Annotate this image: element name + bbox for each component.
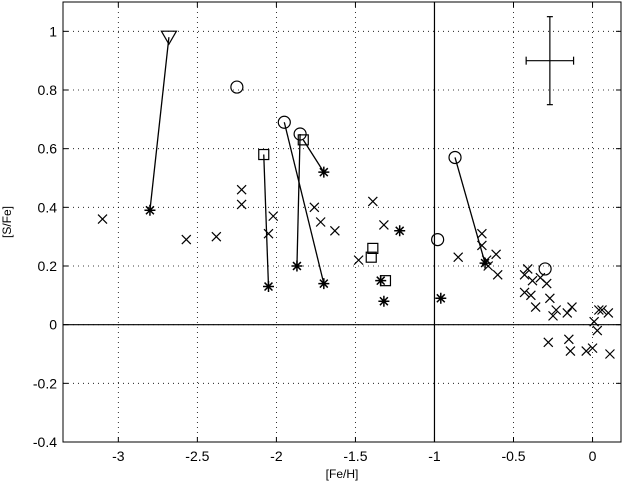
cross-marker xyxy=(605,349,615,359)
cross-marker xyxy=(367,196,378,207)
axis-ticks xyxy=(63,2,621,443)
cross-marker xyxy=(530,302,541,312)
circle-marker xyxy=(277,115,291,129)
circle-marker xyxy=(448,150,462,165)
cross-marker xyxy=(378,220,389,230)
y-axis-title: [S/Fe] xyxy=(0,206,14,238)
y-tick-label: -0.4 xyxy=(33,434,57,450)
cross-marker xyxy=(211,231,222,242)
asterisk-marker xyxy=(262,281,274,293)
cross-marker xyxy=(525,290,536,301)
cross-marker xyxy=(329,225,340,236)
cross-marker xyxy=(565,346,576,356)
square-marker xyxy=(379,275,392,287)
x-tick-label: -0.5 xyxy=(501,448,525,464)
cross-marker xyxy=(567,302,577,312)
y-tick-label: 0.2 xyxy=(38,258,58,274)
cross-marker xyxy=(268,211,279,222)
cross-marker xyxy=(527,275,538,286)
square-marker xyxy=(367,242,379,254)
cross-marker xyxy=(603,308,614,318)
circle-marker xyxy=(230,80,244,94)
cross-marker xyxy=(453,252,464,263)
connection-line xyxy=(296,133,301,267)
error-bar-sample xyxy=(525,16,575,106)
cross-marker xyxy=(315,217,326,227)
connection-line xyxy=(283,122,325,284)
asterisk-marker xyxy=(318,166,330,178)
cross-marker xyxy=(522,264,533,274)
asterisk-marker xyxy=(318,278,330,290)
y-tick-label: 0.6 xyxy=(38,141,58,157)
x-tick-label: -3 xyxy=(112,448,125,464)
asterisk-marker xyxy=(479,257,491,269)
cross-marker xyxy=(519,287,530,298)
data-markers xyxy=(97,30,615,359)
x-axis-title: [Fe/H] xyxy=(326,467,359,481)
y-tick-label: 1 xyxy=(49,23,57,39)
x-tick-label: 0 xyxy=(589,448,597,464)
cross-marker xyxy=(309,202,320,213)
triangle-down-marker xyxy=(160,30,178,46)
x-tick-label: -1.5 xyxy=(343,448,367,464)
cross-marker xyxy=(543,337,554,348)
cross-marker xyxy=(476,240,487,251)
cross-marker xyxy=(492,269,503,280)
grid-lines xyxy=(63,2,621,443)
cross-marker xyxy=(181,234,192,245)
cross-marker xyxy=(263,228,274,239)
cross-marker xyxy=(491,249,502,260)
circle-marker xyxy=(293,127,307,141)
cross-marker xyxy=(563,334,574,345)
circle-marker xyxy=(431,233,445,247)
cross-marker xyxy=(592,325,603,336)
circle-marker xyxy=(538,262,552,276)
square-marker xyxy=(258,148,270,161)
cross-marker xyxy=(353,255,364,266)
cross-marker xyxy=(236,199,247,210)
x-tick-label: -1 xyxy=(428,448,441,464)
square-marker xyxy=(297,134,309,146)
x-tick-label: -2 xyxy=(270,448,283,464)
asterisk-marker xyxy=(435,292,447,304)
cross-marker xyxy=(597,305,607,315)
cross-marker xyxy=(519,269,530,280)
asterisk-marker xyxy=(144,204,156,216)
cross-marker xyxy=(541,278,552,289)
y-tick-label: 0.8 xyxy=(38,82,58,98)
y-tick-label: 0.4 xyxy=(38,199,58,215)
cross-marker xyxy=(562,308,573,318)
cross-marker xyxy=(581,346,592,356)
asterisk-marker xyxy=(394,225,406,237)
cross-marker xyxy=(589,316,600,327)
cross-marker xyxy=(236,184,247,195)
cross-marker xyxy=(544,293,555,304)
connection-line xyxy=(263,154,270,287)
y-tick-label: -0.2 xyxy=(33,375,57,391)
cross-marker xyxy=(551,305,562,315)
connection-line xyxy=(454,157,486,264)
x-tick-label: -2.5 xyxy=(185,448,209,464)
connection-line xyxy=(149,37,170,211)
cross-marker xyxy=(587,343,598,354)
axis-tick-labels: -3 -2.5 -2 -1.5 -1 -0.5 0 -0.4 -0.2 0 0.2 0.4 0.6 0.8… xyxy=(33,23,597,464)
asterisk-marker xyxy=(291,260,303,272)
plot-frame xyxy=(62,1,622,443)
square-marker xyxy=(365,251,377,263)
cross-marker xyxy=(548,310,558,321)
cross-marker xyxy=(476,228,487,239)
reference-lines xyxy=(63,2,621,442)
asterisk-marker xyxy=(378,295,390,307)
cross-marker xyxy=(97,214,108,224)
y-tick-label: 0 xyxy=(49,317,57,333)
cross-marker xyxy=(593,305,604,315)
